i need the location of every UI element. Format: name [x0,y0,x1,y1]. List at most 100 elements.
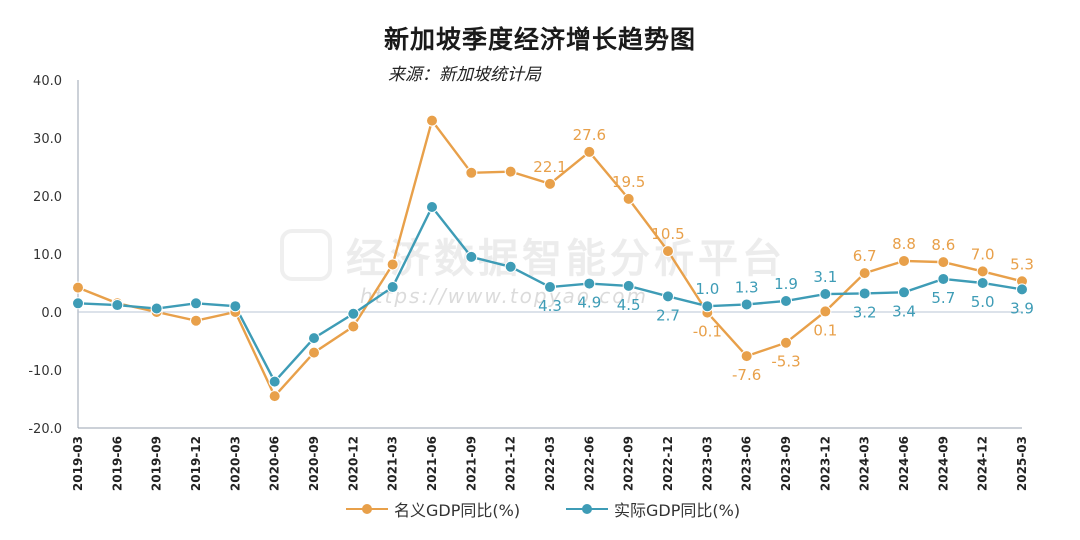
x-tick-label: 2021-03 [386,436,400,491]
y-tick-label: 0.0 [41,306,62,321]
data-label-nominal: 8.8 [892,235,916,253]
data-point-nominal [386,258,399,271]
data-label-nominal: 27.6 [573,126,606,144]
data-label-real: 3.2 [853,303,877,321]
data-label-nominal: 7.0 [971,245,995,263]
x-tick-label: 2020-06 [268,436,282,491]
data-point-real [465,250,478,263]
data-point-real [386,281,399,294]
data-point-real [72,297,84,310]
data-label-nominal: 19.5 [612,173,645,191]
data-point-nominal [308,346,320,359]
data-point-real [622,279,635,292]
chart-title: 新加坡季度经济增长趋势图 [383,25,696,54]
data-point-nominal [268,390,281,403]
legend-swatch-nominal [346,502,388,516]
data-point-real [662,290,674,303]
x-tick-label: 2020-03 [228,436,242,491]
y-tick-label: -10.0 [28,364,62,379]
data-point-nominal [740,350,753,363]
y-tick-label: 40.0 [33,74,62,89]
chart-subtitle: 来源：新加坡统计局 [388,65,541,85]
x-tick-label: 2024-09 [936,436,950,491]
x-tick-label: 2022-03 [543,436,557,491]
data-point-nominal [898,254,910,267]
data-point-nominal [622,192,635,205]
x-tick-label: 2020-09 [307,436,321,491]
legend-item-real[interactable]: 实际GDP同比(%) [566,497,740,521]
x-tick-label: 2023-12 [818,436,832,491]
data-point-real [819,288,832,301]
data-label-nominal: 10.5 [651,225,684,243]
legend-item-nominal[interactable]: 名义GDP同比(%) [346,497,520,521]
data-point-real [858,287,871,300]
data-label-real: 4.3 [538,297,562,315]
data-point-nominal [819,305,832,318]
data-label-real: 3.1 [813,268,837,286]
data-label-real: 2.7 [656,306,680,324]
x-tick-label: 2021-06 [425,436,439,491]
data-point-real [544,281,556,294]
x-tick-label: 2023-06 [740,436,754,491]
x-tick-label: 2021-09 [464,436,478,491]
x-tick-label: 2023-09 [779,436,793,491]
data-point-nominal [780,336,792,349]
data-point-real [583,277,596,290]
legend-label-nominal: 名义GDP同比(%) [394,501,521,520]
data-point-real [111,299,124,312]
data-point-nominal [347,320,360,333]
data-label-real: 3.4 [892,302,916,320]
x-tick-label: 2019-03 [71,436,85,491]
data-point-real [701,300,714,313]
data-point-nominal [72,281,84,294]
data-label-real: 1.3 [735,278,759,296]
y-tick-label: 20.0 [33,190,62,205]
x-tick-label: 2022-06 [582,436,596,491]
x-tick-label: 2022-12 [661,436,675,491]
data-point-nominal [544,177,556,190]
data-point-nominal [858,267,871,280]
data-point-real [976,277,989,289]
data-label-nominal: 5.3 [1010,255,1034,273]
x-tick-label: 2019-06 [110,436,124,491]
data-point-real [937,272,950,285]
data-label-real: 5.0 [971,293,995,311]
data-point-real [190,297,202,310]
y-tick-label: 10.0 [33,248,62,263]
data-point-nominal [583,145,596,158]
x-tick-label: 2019-12 [189,436,203,491]
data-point-nominal [426,114,438,127]
y-tick-label: -20.0 [28,422,62,437]
x-tick-label: 2019-09 [150,436,164,491]
data-label-real: 1.9 [774,275,798,293]
data-label-nominal: -5.3 [771,353,800,371]
x-tick-label: 2024-12 [976,436,990,491]
data-point-nominal [976,265,989,278]
y-tick-label: 30.0 [33,132,62,147]
data-label-real: 4.5 [617,296,641,314]
data-point-real [308,332,320,345]
series-line-real [77,204,1023,384]
x-tick-label: 2023-03 [700,436,714,491]
data-label-real: 1.0 [695,280,719,298]
legend-label-real: 实际GDP同比(%) [614,501,741,520]
data-label-nominal: 22.1 [533,158,566,176]
data-point-nominal [190,314,202,327]
data-point-real [504,260,517,273]
data-label-nominal: -0.1 [693,323,722,341]
data-point-real [347,307,360,320]
data-label-nominal: 0.1 [813,321,837,339]
x-tick-label: 2024-03 [858,436,872,491]
legend-swatch-real [566,502,608,516]
data-label-nominal: 6.7 [853,247,877,265]
data-point-real [1016,283,1028,296]
data-label-nominal: -7.6 [732,366,761,384]
data-point-nominal [465,166,478,179]
data-point-nominal [662,245,674,258]
data-label-real: 3.9 [1010,299,1034,317]
data-point-real [780,294,792,307]
x-tick-label: 2022-09 [622,436,636,491]
data-point-real [229,300,242,313]
x-tick-label: 2021-12 [504,436,518,491]
